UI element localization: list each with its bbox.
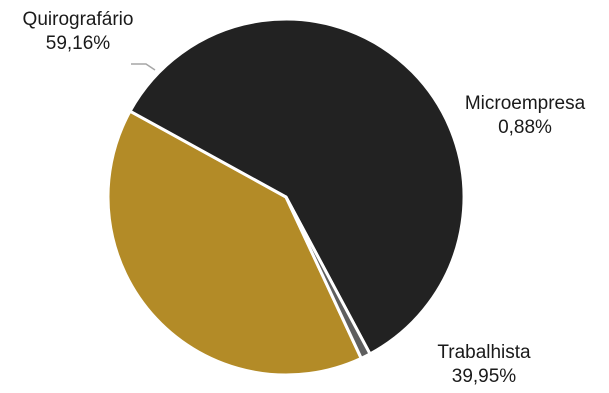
pie-slice-microempresa bbox=[284, 195, 372, 360]
slice-value-microempresa: 0,88% bbox=[498, 117, 552, 138]
data-label-microempresa: Microempresa 0,88% bbox=[441, 92, 609, 140]
data-label-trabalhista: Trabalhista 39,95% bbox=[400, 341, 568, 389]
slice-label-microempresa: Microempresa bbox=[464, 93, 586, 114]
slice-value-quirografario: 59,16% bbox=[45, 33, 111, 54]
pie-slice-quirografario bbox=[128, 17, 466, 356]
slice-value-trabalhista: 39,95% bbox=[451, 366, 517, 387]
pie-slices bbox=[106, 17, 466, 377]
slice-label-trabalhista: Trabalhista bbox=[437, 342, 531, 363]
data-label-quirografario: Quirografário 59,16% bbox=[3, 8, 153, 56]
pie-slice-trabalhista bbox=[106, 109, 363, 377]
leader-line-quirografario bbox=[131, 63, 156, 71]
slice-label-quirografario: Quirografário bbox=[22, 9, 134, 30]
